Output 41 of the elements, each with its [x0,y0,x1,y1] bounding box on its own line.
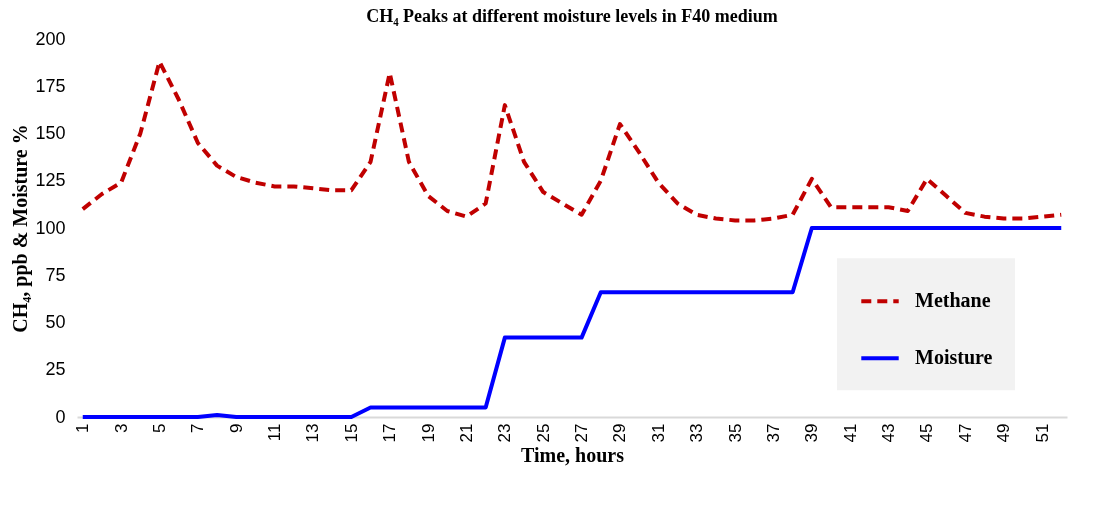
legend-label: Moisture [915,346,993,369]
x-tick-label: 41 [840,423,860,443]
y-tick-label: 25 [45,359,66,380]
line-series [80,226,1064,419]
x-axis-title: Time, hours [521,444,625,467]
x-tick-label: 35 [725,423,745,443]
legend-label: Methane [915,289,991,312]
x-tick-label: 19 [418,423,438,443]
x-tick-label: 7 [188,423,208,433]
y-tick-label: 75 [45,264,66,285]
x-tick-label: 29 [610,423,630,443]
x-tick-label: 39 [802,423,822,443]
x-tick-label: 31 [648,423,668,443]
x-tick-label: 23 [495,423,515,443]
y-tick-label: 50 [45,312,66,332]
x-tick-label: 49 [994,423,1014,443]
y-tick-label: 100 [35,217,66,238]
x-tick-label: 9 [226,423,246,433]
y-axis-title: CH₄, ppb & Moisture % [9,124,33,333]
x-tick-label: 27 [572,423,592,443]
chart-title: CH₄ Peaks at different moisture levels in F40 medium [366,6,778,26]
y-tick-label: 150 [35,123,66,143]
y-tick-label: 125 [35,170,66,191]
x-tick-label: 43 [879,423,899,443]
x-tick-label: 11 [265,423,285,442]
x-tick-label: 15 [341,423,361,443]
x-tick-label: 13 [303,423,323,443]
x-tick-label: 17 [380,423,400,443]
x-tick-label: 25 [533,423,553,443]
x-tick-label: 51 [1032,423,1052,443]
x-tick-label: 21 [456,423,476,443]
y-tick-label: 0 [55,406,66,427]
x-tick-label: 5 [150,423,169,433]
x-tick-label: 47 [955,423,975,443]
x-tick-label: 3 [111,423,131,433]
x-tick-label: 37 [763,423,783,443]
x-tick-label: 45 [917,423,937,443]
y-tick-label: 175 [35,75,66,96]
y-tick-label: 200 [35,28,66,49]
x-tick-label: 1 [73,423,93,433]
x-tick-label: 33 [687,423,707,443]
